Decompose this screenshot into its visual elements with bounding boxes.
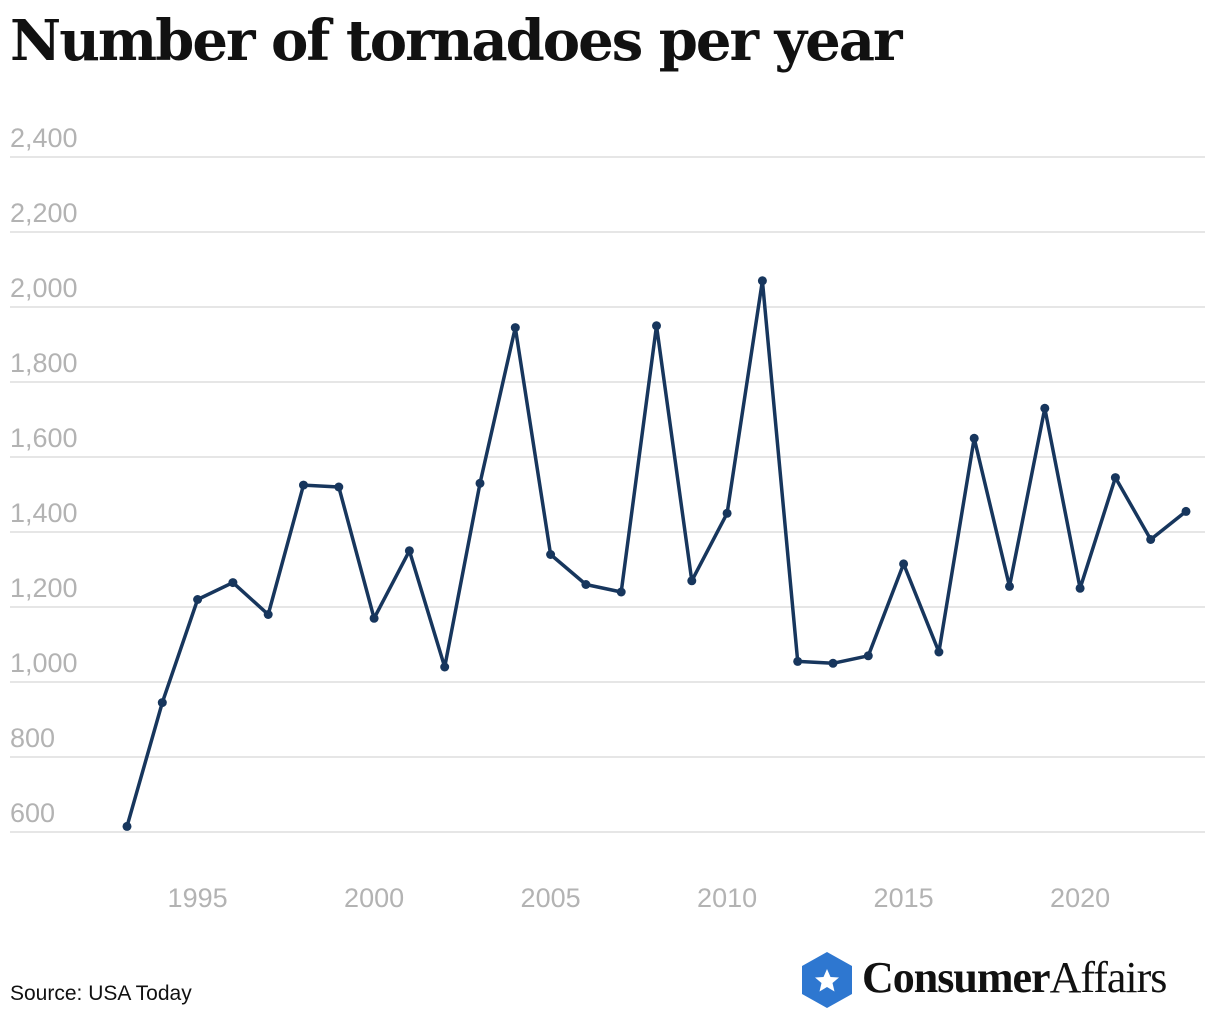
data-point-2009 xyxy=(687,576,697,586)
y-tick-label: 1,000 xyxy=(10,648,78,678)
data-point-1994 xyxy=(157,698,167,708)
data-point-2004 xyxy=(510,323,520,333)
x-tick-label: 2010 xyxy=(697,883,757,913)
line-chart: 600 800 1,000 1,200 1,400 1,600 1,800 2,000 2,20… xyxy=(10,123,1205,913)
data-point-2018 xyxy=(1005,581,1014,591)
source-note: Source: USA Today xyxy=(10,982,192,1005)
data-point-2017 xyxy=(969,433,979,443)
data-point-2006 xyxy=(581,580,591,589)
data-point-2005 xyxy=(546,550,556,559)
data-point-1999 xyxy=(334,482,344,492)
y-tick-label: 1,800 xyxy=(10,348,78,378)
y-tick-label: 1,600 xyxy=(10,423,78,453)
data-point-2013 xyxy=(828,658,838,668)
data-point-2000 xyxy=(369,613,379,623)
series-line-layer xyxy=(125,279,1188,827)
y-tick-label: 800 xyxy=(10,723,55,753)
data-point-2007 xyxy=(616,587,626,597)
brand-word-affairs: Affairs xyxy=(1049,953,1168,1002)
brand-word-consumer: Consumer xyxy=(862,953,1051,1002)
data-point-2015 xyxy=(899,559,909,569)
data-point-2012 xyxy=(793,656,803,666)
data-point-2023 xyxy=(1181,506,1191,516)
data-point-2002 xyxy=(440,662,450,672)
x-tick-label: 2020 xyxy=(1050,883,1110,913)
data-point-1996 xyxy=(228,578,238,588)
data-point-2022 xyxy=(1146,535,1156,544)
data-point-2020 xyxy=(1075,583,1085,593)
data-point-2003 xyxy=(475,478,485,488)
data-point-2021 xyxy=(1110,473,1120,483)
gridlines xyxy=(10,156,1205,833)
x-tick-label: 2005 xyxy=(521,883,581,913)
data-point-2019 xyxy=(1040,403,1050,413)
data-point-2008 xyxy=(652,321,661,331)
data-point-1998 xyxy=(299,480,308,490)
y-tick-label: 1,400 xyxy=(10,498,78,528)
star-hexagon-icon xyxy=(802,952,852,1008)
x-tick-label: 2000 xyxy=(344,883,404,913)
series-line xyxy=(125,279,1188,827)
data-points xyxy=(122,276,1191,831)
y-tick-label: 2,200 xyxy=(10,198,78,228)
data-point-2010 xyxy=(722,508,732,518)
data-point-2001 xyxy=(404,546,414,556)
x-tick-label: 2015 xyxy=(874,883,934,913)
data-point-1995 xyxy=(193,595,203,604)
data-point-2016 xyxy=(934,647,944,657)
x-axis-ticks: 1995 2000 2005 2010 2015 2020 xyxy=(168,883,1111,913)
data-point-2011 xyxy=(757,276,767,286)
brand-logo: ConsumerAffairs xyxy=(800,948,1215,1012)
y-axis-ticks: 600 800 1,000 1,200 1,400 1,600 1,800 2,000 2,20… xyxy=(10,123,78,828)
y-tick-label: 2,000 xyxy=(10,273,78,303)
y-tick-label: 1,200 xyxy=(10,573,78,603)
chart-title: Number of tornadoes per year xyxy=(10,8,903,74)
data-point-2014 xyxy=(863,651,873,661)
x-tick-label: 1995 xyxy=(168,883,228,913)
y-tick-label: 2,400 xyxy=(10,123,78,153)
y-tick-label: 600 xyxy=(10,798,55,828)
data-point-1993 xyxy=(122,821,132,831)
brand-wordmark: ConsumerAffairs xyxy=(862,952,1168,1003)
data-point-1997 xyxy=(263,610,273,619)
